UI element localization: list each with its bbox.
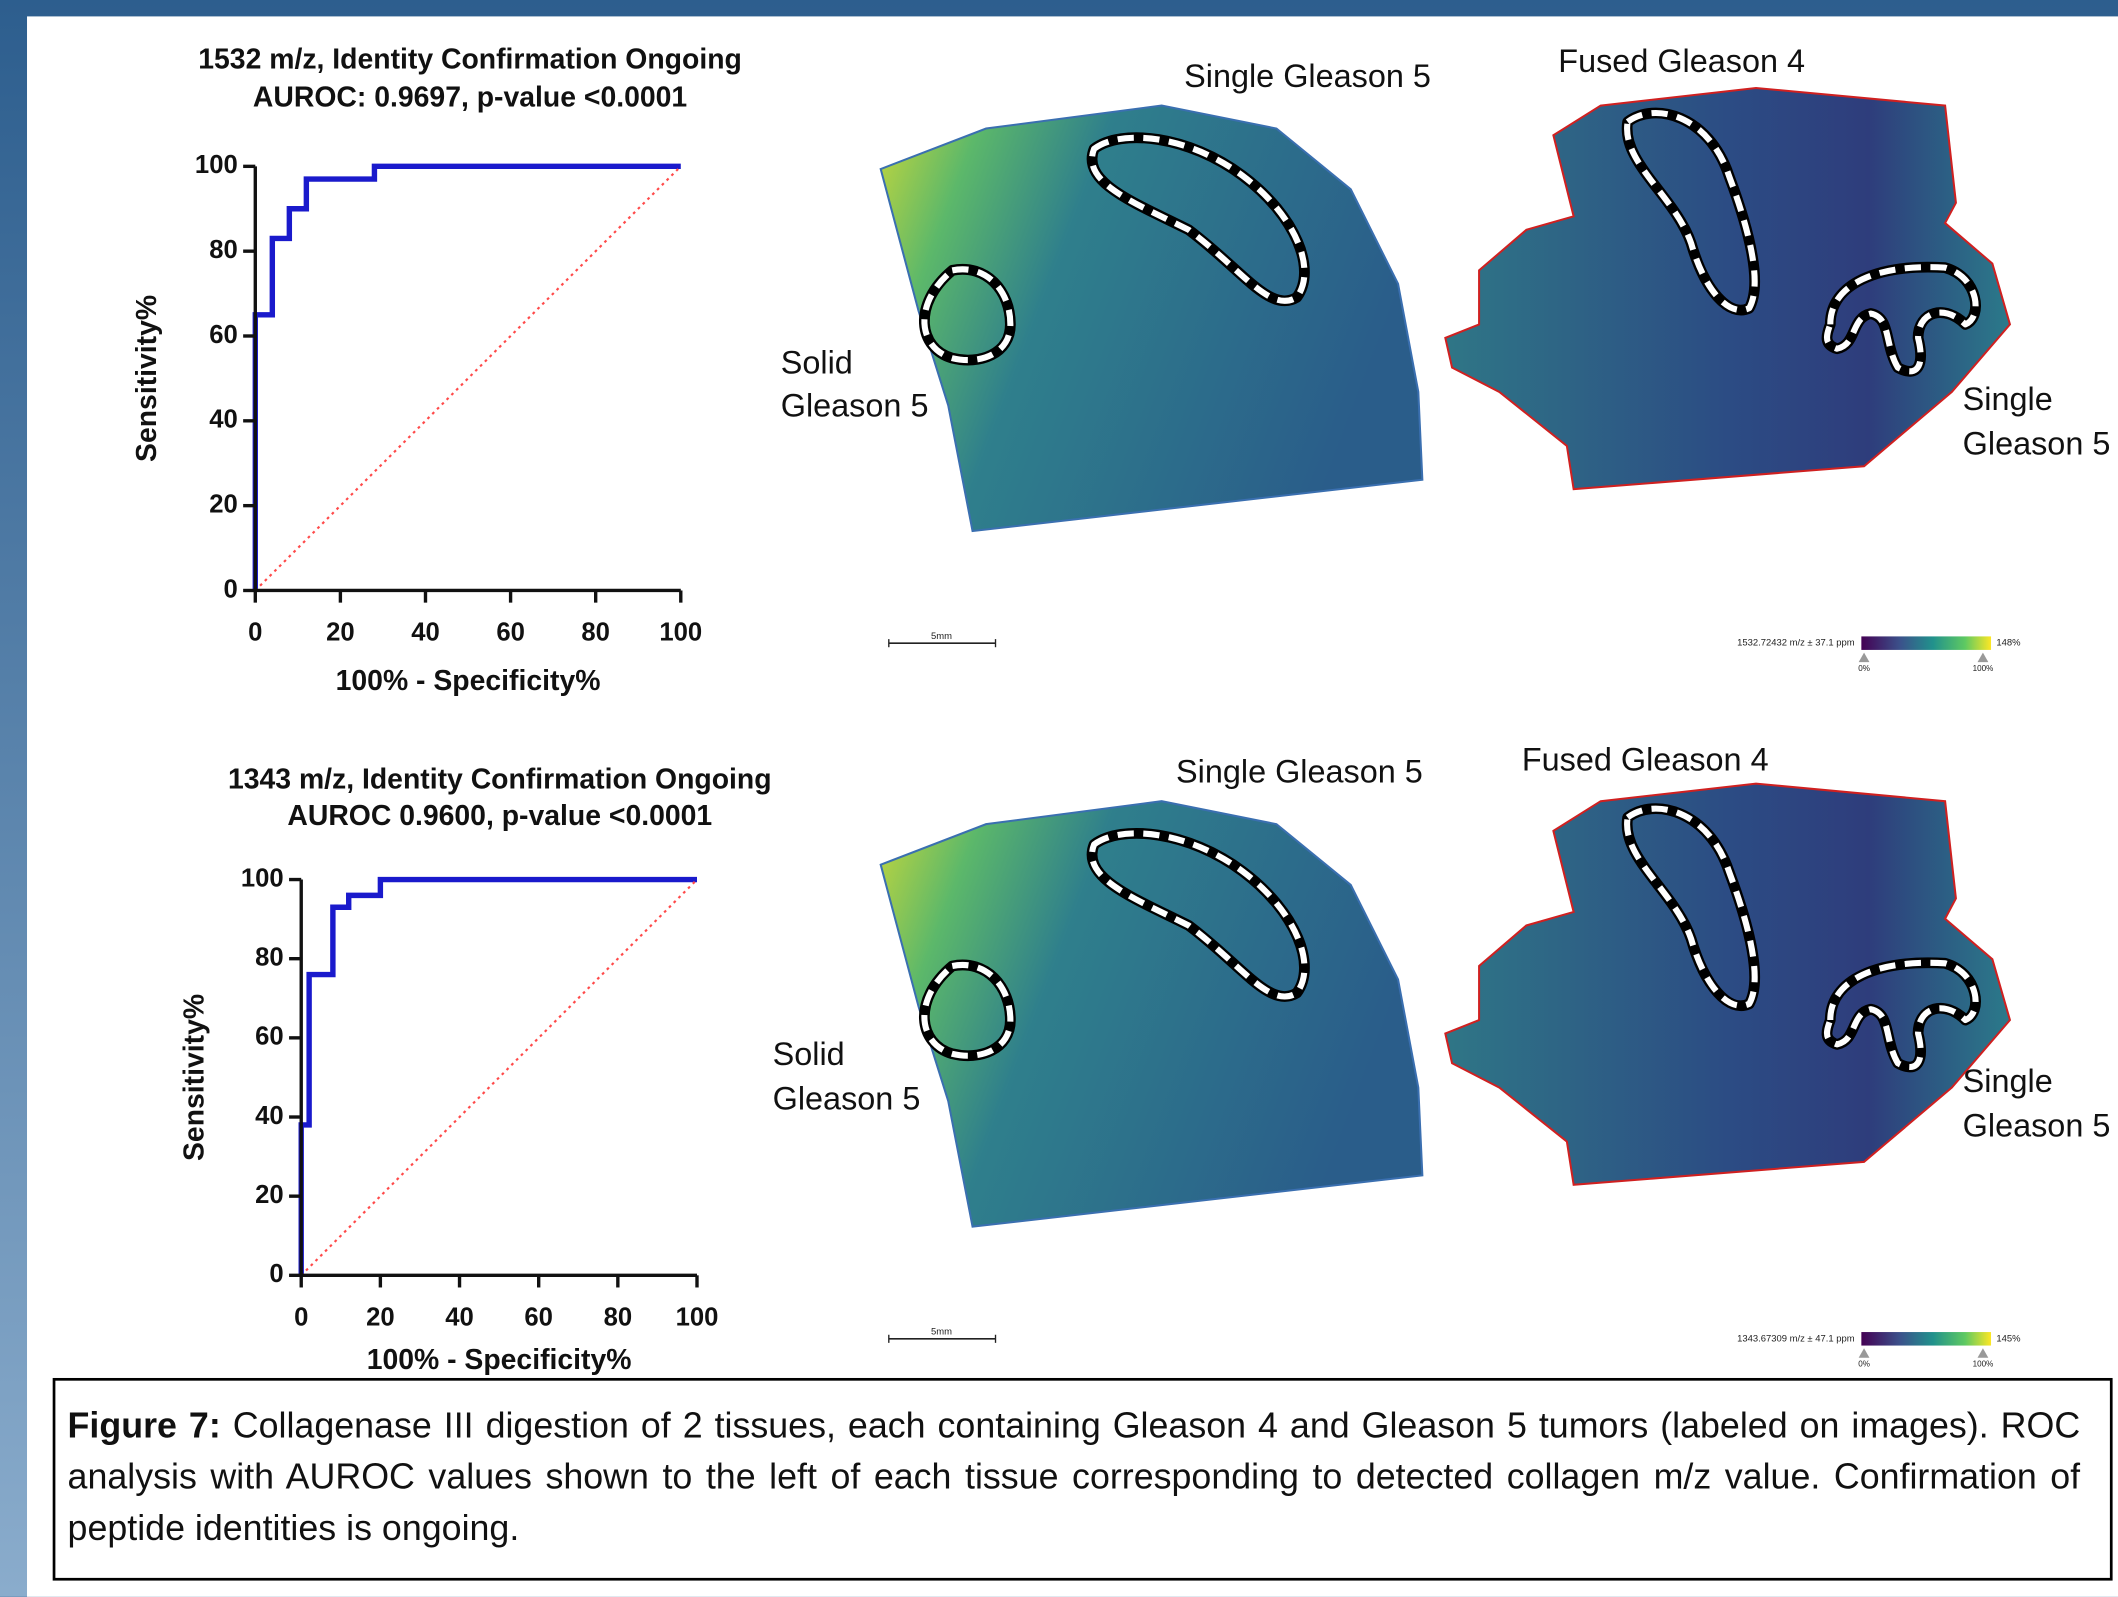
scale-bar-label: 5mm <box>931 631 952 642</box>
tissue-label: Single Gleason 5 <box>1184 58 1431 94</box>
caption-label: Figure 7: <box>68 1405 221 1446</box>
x-tick-label: 100 <box>676 1303 719 1331</box>
chart-title: 1532 m/z, Identity Confirmation Ongoing <box>198 43 742 75</box>
x-tick-label: 40 <box>411 618 440 646</box>
y-tick-label: 60 <box>255 1023 284 1051</box>
colorbar-handle-label: 100% <box>1973 1360 1994 1369</box>
tissue-label: Solid <box>781 344 853 380</box>
tissue-label: Solid <box>773 1036 845 1072</box>
colorbar-label: 1532.72432 m/z ± 37.1 ppm <box>1737 638 1855 649</box>
y-axis-label: Sensitivity% <box>178 994 210 1161</box>
caption-text: Collagenase III digestion of 2 tissues, … <box>68 1405 2081 1548</box>
x-tick-label: 60 <box>496 618 525 646</box>
x-axis-label: 100% - Specificity% <box>336 665 601 697</box>
y-tick-label: 100 <box>195 151 238 179</box>
tissue-label: Single <box>1963 381 2053 417</box>
chart-subtitle: AUROC: 0.9697, p-value <0.0001 <box>253 81 687 113</box>
y-tick-label: 60 <box>209 321 238 349</box>
y-tick-label: 100 <box>241 864 284 892</box>
y-tick-label: 20 <box>209 490 238 518</box>
tissue-label: Fused Gleason 4 <box>1558 43 1805 79</box>
tissue-label: Single <box>1963 1063 2053 1099</box>
poster-figure: Figure 7: Collagenase III digestion of 2… <box>0 0 2118 1597</box>
x-tick-label: 20 <box>366 1303 395 1331</box>
y-tick-label: 80 <box>255 943 284 971</box>
caption-area: Figure 7: Collagenase III digestion of 2… <box>68 1400 2081 1576</box>
colorbar <box>1861 1332 1991 1346</box>
colorbar-handle-label: 100% <box>1973 664 1994 673</box>
tissue-label: Gleason 5 <box>773 1081 921 1117</box>
y-tick-label: 40 <box>209 406 238 434</box>
x-tick-label: 0 <box>248 618 262 646</box>
colorbar-label: 1343.67309 m/z ± 47.1 ppm <box>1737 1333 1855 1344</box>
x-tick-label: 20 <box>326 618 355 646</box>
x-tick-label: 40 <box>445 1303 474 1331</box>
tissue-label: Fused Gleason 4 <box>1522 742 1769 778</box>
colorbar <box>1861 636 1991 650</box>
x-tick-label: 80 <box>581 618 610 646</box>
y-tick-label: 80 <box>209 236 238 264</box>
chart-subtitle: AUROC 0.9600, p-value <0.0001 <box>287 800 712 832</box>
y-tick-label: 0 <box>223 575 237 603</box>
y-axis-label: Sensitivity% <box>131 295 163 462</box>
y-tick-label: 40 <box>255 1102 284 1130</box>
chart-title: 1343 m/z, Identity Confirmation Ongoing <box>228 763 772 795</box>
colorbar-max: 148% <box>1996 638 2021 649</box>
colorbar-handle-label: 0% <box>1858 664 1870 673</box>
tissue-label: Gleason 5 <box>1963 426 2111 462</box>
tissue-label: Gleason 5 <box>781 388 929 424</box>
scale-bar-label: 5mm <box>931 1327 952 1338</box>
caption: Figure 7: Collagenase III digestion of 2… <box>68 1400 2081 1554</box>
tissue-label: Gleason 5 <box>1963 1108 2111 1144</box>
y-tick-label: 20 <box>255 1181 284 1209</box>
tissue-label: Single Gleason 5 <box>1176 754 1423 790</box>
x-axis-label: 100% - Specificity% <box>367 1344 632 1376</box>
colorbar-handle-label: 0% <box>1858 1360 1870 1369</box>
colorbar-max: 145% <box>1996 1333 2021 1344</box>
x-tick-label: 60 <box>524 1303 553 1331</box>
y-tick-label: 0 <box>269 1260 283 1288</box>
x-tick-label: 100 <box>659 618 702 646</box>
x-tick-label: 0 <box>294 1303 308 1331</box>
x-tick-label: 80 <box>604 1303 633 1331</box>
